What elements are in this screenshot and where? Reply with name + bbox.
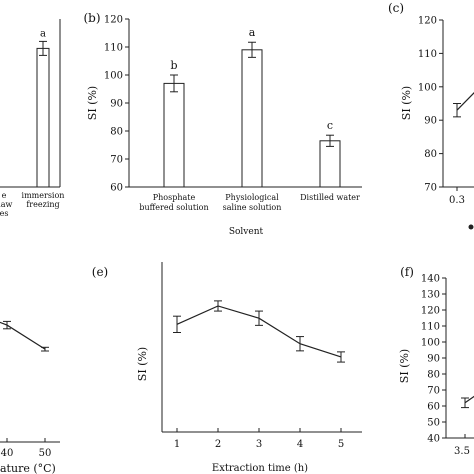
panel-e-x-tick-label: 4 bbox=[297, 439, 303, 450]
panel-a-significance-letter: a bbox=[40, 28, 46, 39]
panel-b-category-label: buffered solution bbox=[139, 203, 208, 212]
panel-b-y-tick-label: 60 bbox=[110, 183, 123, 194]
panel-b-y-axis-title: SI (%) bbox=[86, 86, 99, 120]
panel-c-series-line bbox=[456, 92, 474, 111]
panel-a-bar-immersion-freezing bbox=[36, 47, 50, 188]
panel-f-label: (f) bbox=[400, 265, 414, 279]
panel-b-y-tick-label: 90 bbox=[110, 99, 123, 110]
panel-a-category-label: es bbox=[0, 209, 8, 218]
panel-b-y-tick-label: 100 bbox=[104, 71, 123, 82]
panel-b-significance-letter: c bbox=[327, 119, 333, 132]
panel-b-category-label: Physiological bbox=[225, 193, 279, 202]
panel-f-x-tick-label: 3.5 bbox=[454, 446, 470, 457]
panel-c-y-tick-label: 90 bbox=[424, 116, 437, 127]
panel-b-y-tick-label: 80 bbox=[110, 127, 123, 138]
panel-f-y-tick-label: 80 bbox=[427, 370, 440, 381]
panel-c-y-tick-label: 100 bbox=[418, 82, 437, 93]
panel-e-x-tick-label: 3 bbox=[256, 439, 262, 450]
panel-f-y-tick-label: 40 bbox=[427, 434, 440, 445]
panel-d-x-tick-label: 40 bbox=[1, 448, 14, 459]
panel-e-x-axis-title: Extraction time (h) bbox=[212, 463, 308, 474]
panel-b-y-tick-label: 120 bbox=[104, 15, 123, 26]
panel-b-label: (b) bbox=[83, 11, 100, 25]
panel-b-significance-letter: a bbox=[249, 26, 256, 39]
panel-f-y-tick-label: 70 bbox=[427, 386, 440, 397]
panel-b-bar bbox=[163, 82, 185, 188]
panel-c-y-tick-label: 80 bbox=[424, 149, 437, 160]
panel-c-y-tick-label: 120 bbox=[418, 16, 437, 27]
panel-c-label: (c) bbox=[388, 1, 404, 15]
panel-d-x-axis-title: ature (°C) bbox=[0, 462, 56, 474]
panel-b-category-label: saline solution bbox=[223, 203, 282, 212]
panel-e-x-tick-label: 1 bbox=[174, 439, 180, 450]
panel-a-category-label: haw bbox=[0, 200, 13, 209]
panel-f-y-tick-label: 110 bbox=[421, 322, 440, 333]
panel-e-x-tick-label: 2 bbox=[215, 439, 221, 450]
panel-c-y-tick-label: 70 bbox=[424, 183, 437, 194]
panel-f-y-tick-label: 120 bbox=[421, 306, 440, 317]
panel-c-y-axis-title: SI (%) bbox=[400, 86, 413, 120]
panel-f-y-tick-label: 50 bbox=[427, 418, 440, 429]
panel-b-bar bbox=[241, 49, 263, 188]
panel-b-category-label: Phosphate bbox=[153, 193, 196, 202]
panel-b-category-label: Distilled water bbox=[300, 193, 360, 202]
panel-e-y-axis-title: SI (%) bbox=[136, 347, 149, 381]
panel-c-y-tick-label: 110 bbox=[418, 49, 437, 60]
panel-b-significance-letter: b bbox=[170, 59, 177, 72]
panel-a-category-label: freezing bbox=[26, 200, 59, 209]
panel-e-x-tick-label: 5 bbox=[338, 439, 344, 450]
panel-f-y-axis-title: SI (%) bbox=[398, 349, 411, 383]
panel-f-y-tick-label: 130 bbox=[421, 290, 440, 301]
panel-b-bar bbox=[319, 140, 341, 188]
panel-f-y-tick-label: 140 bbox=[421, 274, 440, 285]
panel-c-marker-fragment bbox=[468, 224, 474, 230]
panel-d-x-tick-label: 50 bbox=[39, 448, 52, 459]
panel-e-label: (e) bbox=[92, 265, 108, 279]
panel-b-x-axis-title: Solvent bbox=[229, 227, 264, 237]
panel-a-category-label: immersion bbox=[22, 191, 65, 200]
panel-f-y-tick-label: 60 bbox=[427, 402, 440, 413]
panel-c-x-tick-label: 0.3 bbox=[449, 195, 465, 206]
panel-f-y-tick-label: 100 bbox=[421, 338, 440, 349]
panel-a-category-label: e bbox=[2, 191, 7, 200]
panel-b-y-tick-label: 70 bbox=[110, 155, 123, 166]
panel-f-y-tick-label: 90 bbox=[427, 354, 440, 365]
panel-f-series-line bbox=[464, 395, 474, 404]
panel-b-y-tick-label: 110 bbox=[104, 43, 123, 54]
